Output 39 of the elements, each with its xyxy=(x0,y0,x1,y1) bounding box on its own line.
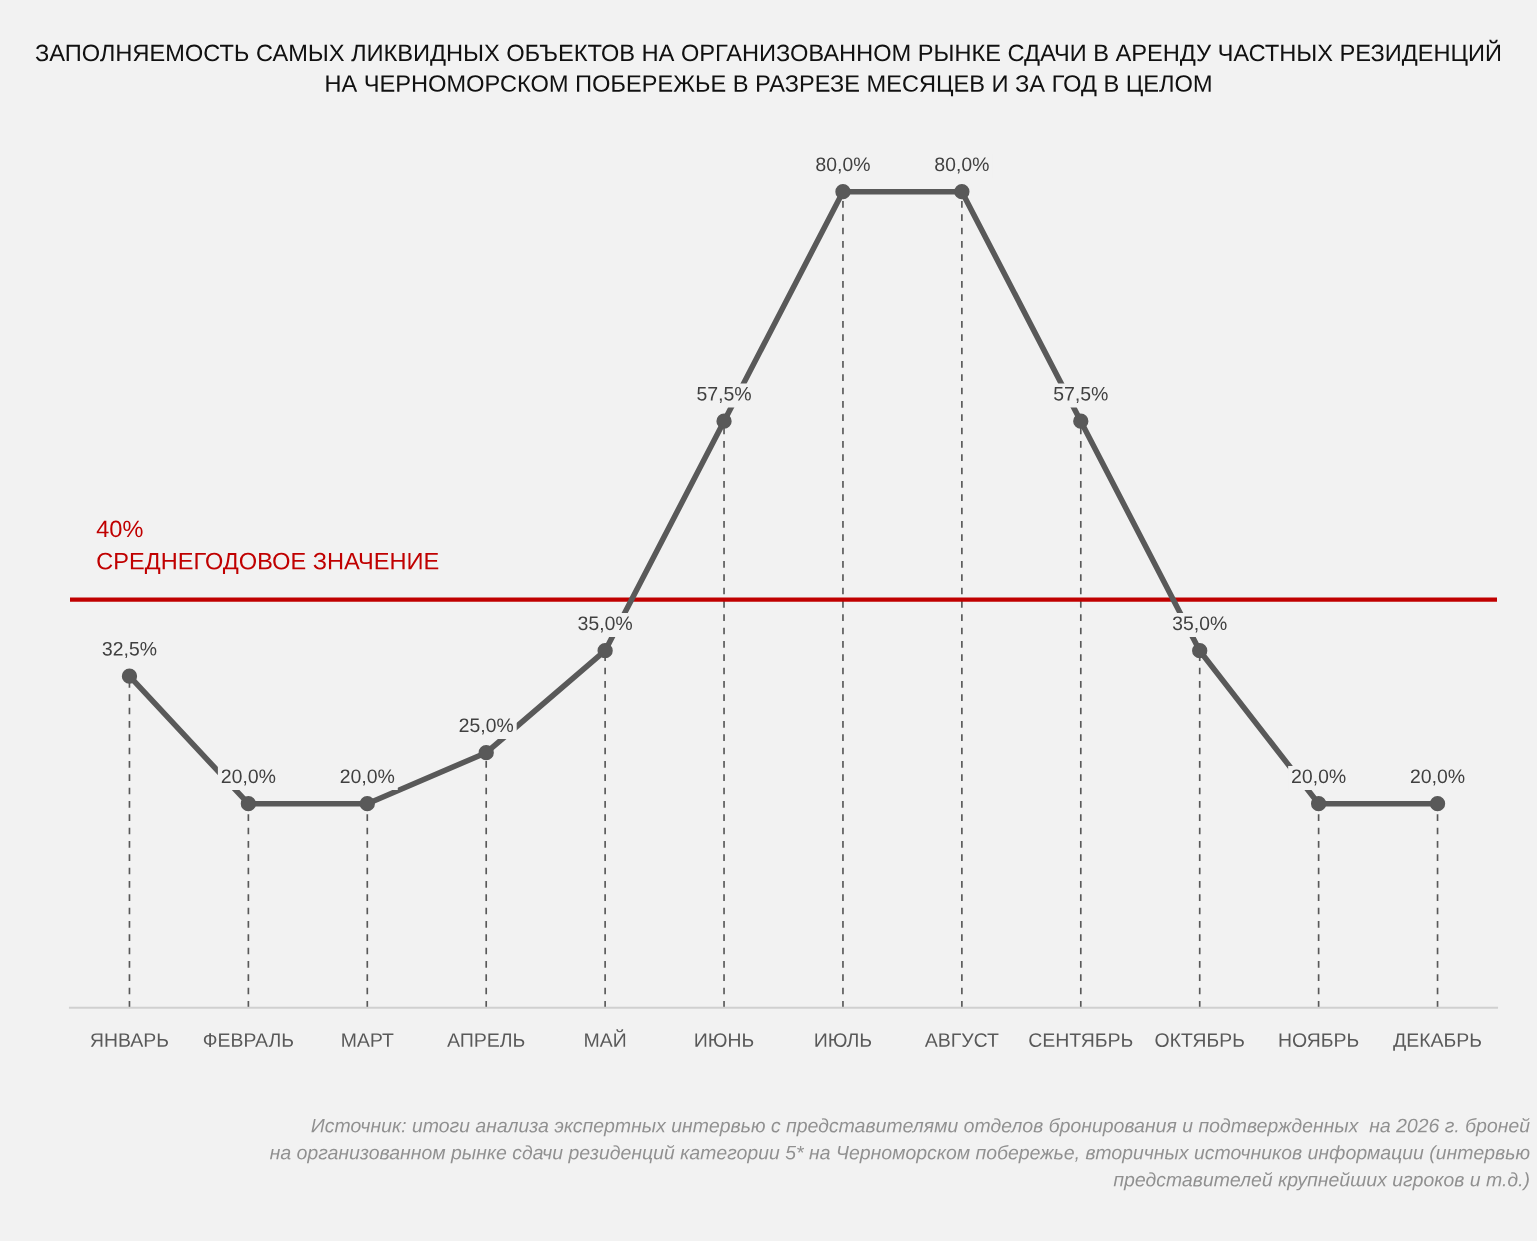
ref-line-label: 40% СРЕДНЕГОДОВОЕ ЗНАЧЕНИЕ xyxy=(96,520,439,574)
data-label: 20,0% xyxy=(1410,769,1465,786)
point xyxy=(597,643,613,659)
point xyxy=(240,796,257,812)
data-label: 20,0% xyxy=(1292,769,1346,786)
x-tick-label: АПРЕЛЬ xyxy=(447,1033,525,1047)
point xyxy=(1073,413,1089,429)
chart-title: ЗАПОЛНЯЕМОСТЬ САМЫХ ЛИКВИДНЫХ ОБЪЕКТОВ НА ОРГАНИЗОВАННОМ РЫНКЕ СДАЧИ В АРЕНДУ ЧАСТНЫХ РЕЗИДЕНЦИЙ НА ЧЕРНОМОРСКОМ ПОБЕРЕЖЬЕ В РАЗРЕЗЕ МЕСЯЦЕВ И ЗА ГОД В ЦЕЛОМ xyxy=(35,39,1501,97)
point xyxy=(716,413,732,429)
point xyxy=(359,796,375,812)
x-tick-label: ДЕКАБРЬ xyxy=(1393,1033,1481,1051)
data-label: 57,5% xyxy=(697,387,751,403)
data-label: 25,0% xyxy=(459,718,514,735)
point xyxy=(121,668,138,684)
point xyxy=(835,184,851,200)
x-tick-label: ЯНВАРЬ xyxy=(90,1033,168,1047)
point xyxy=(1192,643,1208,659)
data-label: 35,0% xyxy=(578,616,632,633)
point xyxy=(478,745,494,761)
data-label: 20,0% xyxy=(221,769,276,786)
data-label: 80,0% xyxy=(935,157,989,174)
x-tick-label: АВГУСТ xyxy=(924,1033,999,1047)
point xyxy=(1429,796,1446,812)
x-tick-label: МАЙ xyxy=(585,1029,626,1047)
x-tick-label: НОЯБРЬ xyxy=(1279,1033,1359,1047)
point xyxy=(954,184,970,200)
x-tick-label: ИЮЛЬ xyxy=(815,1033,872,1047)
x-tick-label: ИЮНЬ xyxy=(695,1033,754,1047)
data-label: 32,5% xyxy=(102,641,157,658)
x-tick-label: ФЕВРАЛЬ xyxy=(203,1033,294,1047)
point xyxy=(1310,796,1327,812)
x-tick-label: ОКТЯБРЬ xyxy=(1155,1033,1244,1047)
data-label: 20,0% xyxy=(340,769,395,786)
data-label: 57,5% xyxy=(1054,387,1108,403)
x-tick-label: СЕНТЯБРЬ xyxy=(1029,1033,1133,1047)
data-label: 35,0% xyxy=(1172,616,1227,633)
text: Источник: итоги анализа экспертных интервью с представителями отделов бронирования и подтвержденных на 2026 г. броней на организованном рынке сдачи резиденций категории 5* на Черноморском побережье, вторичных источников информации (интервью представителей крупнейших игроков и т.д.) xyxy=(269,1117,1530,1191)
x-tick-label: МАРТ xyxy=(342,1033,394,1047)
data-label: 80,0% xyxy=(816,157,870,174)
